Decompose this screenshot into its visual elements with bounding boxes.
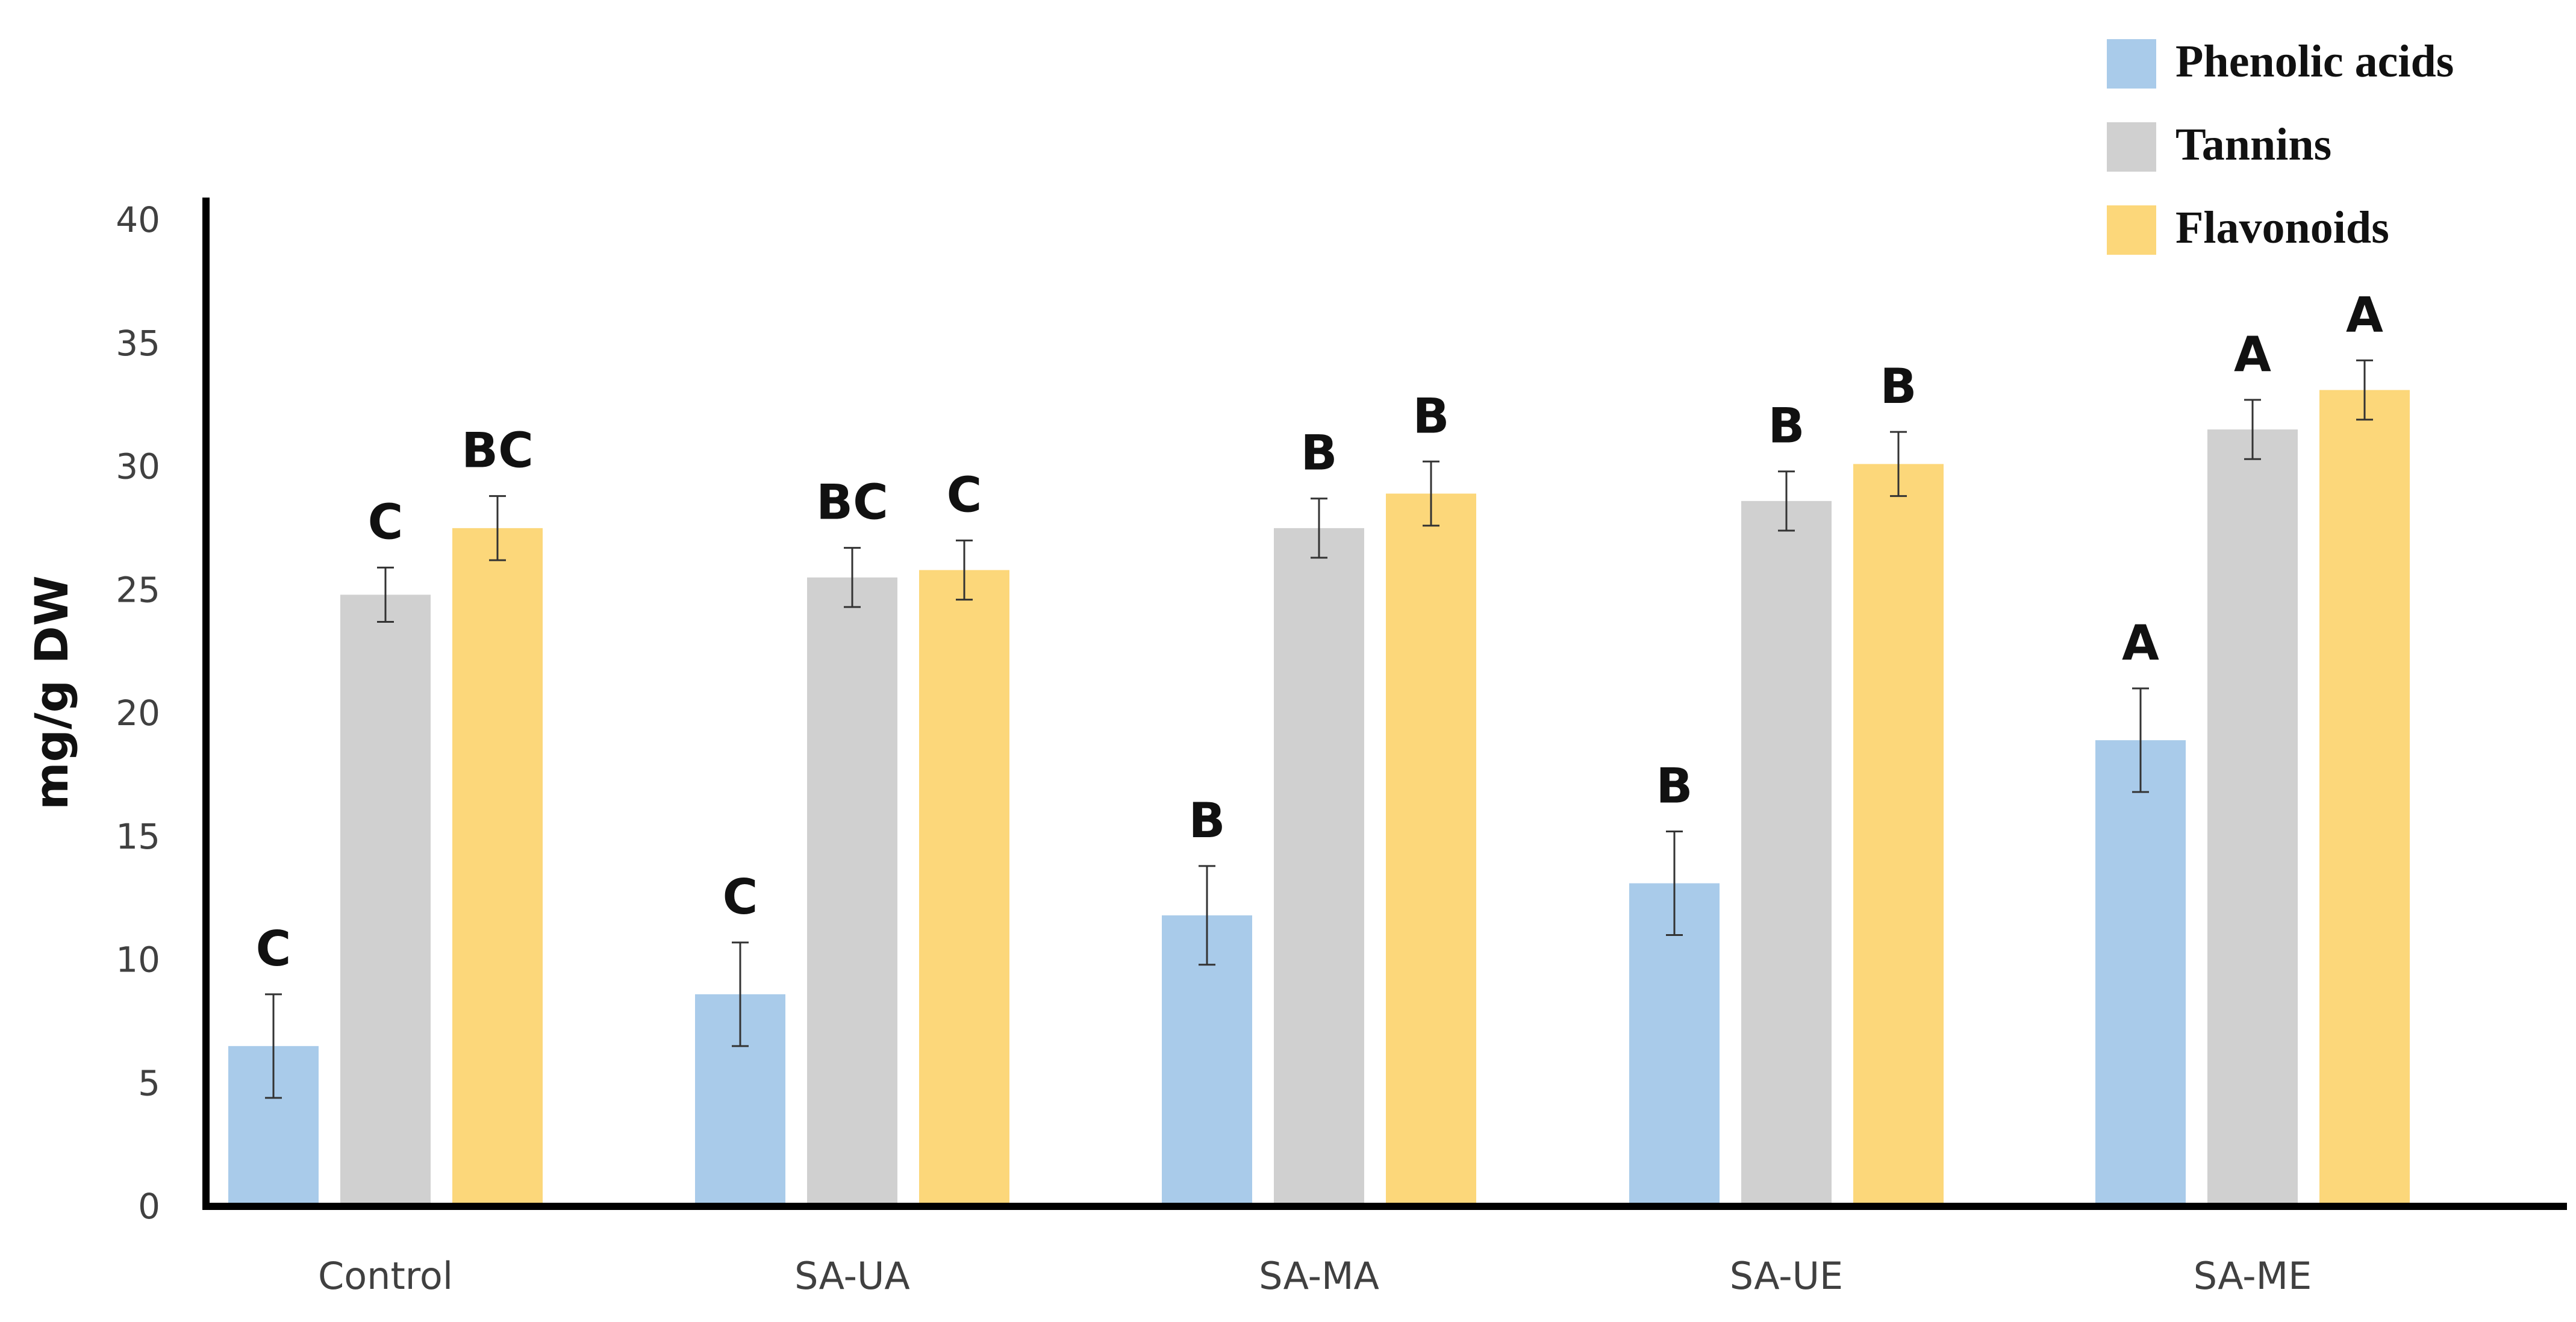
y-axis: 0 5 10 15 20 25 30 35 40: [116, 198, 210, 1227]
bar: [2095, 740, 2186, 1206]
y-tick-label: 10: [116, 940, 160, 981]
bar: [452, 528, 543, 1206]
y-tick-label: 25: [116, 569, 160, 610]
legend-swatch: [2107, 39, 2156, 89]
bar: [1274, 528, 1364, 1206]
significance-label: A: [2122, 615, 2159, 671]
y-tick-label: 30: [116, 446, 160, 487]
significance-label: B: [1880, 358, 1917, 414]
bar-group-phenolic-acids: B: [1162, 793, 1252, 1206]
legend-item: Phenolic acids: [2107, 36, 2454, 89]
bar: [2319, 390, 2410, 1207]
legend-swatch: [2107, 122, 2156, 172]
bar-group-tannins: C: [340, 494, 431, 1206]
bar-group-flavonoids: C: [919, 467, 1009, 1206]
significance-label: C: [947, 467, 982, 523]
significance-label: B: [1656, 758, 1693, 814]
bar: [1386, 493, 1476, 1207]
significance-label: C: [368, 494, 404, 550]
significance-label: C: [256, 921, 292, 977]
bar: [2207, 429, 2298, 1207]
bar: [1741, 500, 1832, 1206]
y-tick-label: 15: [116, 816, 160, 857]
y-tick-label: 35: [116, 323, 160, 364]
legend-label: Phenolic acids: [2175, 36, 2454, 87]
bar-group-tannins: B: [1741, 398, 1832, 1206]
significance-label: A: [2346, 287, 2383, 343]
y-tick-label: 5: [138, 1062, 160, 1103]
y-tick-label: 40: [116, 199, 160, 240]
bar-group-phenolic-acids: C: [228, 921, 319, 1206]
y-tick-label: 20: [116, 693, 160, 734]
legend-item: Flavonoids: [2107, 202, 2389, 255]
significance-label: A: [2234, 326, 2271, 382]
bar: [1629, 883, 1720, 1206]
significance-label: B: [1301, 425, 1338, 481]
x-tick-label: SA-UA: [794, 1254, 910, 1298]
bar: [919, 570, 1009, 1206]
bar-group-phenolic-acids: B: [1629, 758, 1720, 1206]
bar-group-tannins: B: [1274, 425, 1364, 1206]
bar: [807, 577, 897, 1206]
legend-label: Tannins: [2175, 119, 2331, 170]
legend-swatch: [2107, 205, 2156, 255]
bar: [340, 594, 431, 1206]
bar-group-flavonoids: B: [1386, 388, 1476, 1207]
x-tick-label: Control: [318, 1254, 453, 1298]
bars: C C BC C BC C B B B B B B A A A: [228, 287, 2410, 1207]
x-tick-label: SA-UE: [1730, 1254, 1843, 1298]
significance-label: B: [1413, 388, 1450, 444]
bar-group-tannins: BC: [807, 475, 897, 1206]
significance-label: C: [723, 869, 758, 925]
bar: [1853, 464, 1944, 1206]
bar-group-flavonoids: A: [2319, 287, 2410, 1207]
y-axis-label: mg/g DW: [25, 575, 78, 809]
legend-item: Tannins: [2107, 119, 2331, 172]
x-tick-label: SA-MA: [1259, 1254, 1379, 1298]
bar-group-flavonoids: BC: [452, 423, 543, 1206]
x-axis: Control SA-UA SA-MA SA-UE SA-ME: [202, 1203, 2567, 1298]
bar-group-phenolic-acids: C: [695, 869, 785, 1206]
bar-group-tannins: A: [2207, 326, 2298, 1207]
significance-label: B: [1189, 793, 1226, 849]
bar-group-flavonoids: B: [1853, 358, 1944, 1206]
x-tick-label: SA-ME: [2194, 1254, 2312, 1298]
significance-label: BC: [461, 423, 534, 479]
legend: Phenolic acids Tannins Flavonoids: [2107, 36, 2454, 255]
significance-label: BC: [816, 475, 888, 531]
bar-group-phenolic-acids: A: [2095, 615, 2186, 1206]
significance-label: B: [1768, 398, 1805, 454]
y-tick-label: 0: [138, 1186, 160, 1227]
legend-label: Flavonoids: [2175, 202, 2389, 253]
